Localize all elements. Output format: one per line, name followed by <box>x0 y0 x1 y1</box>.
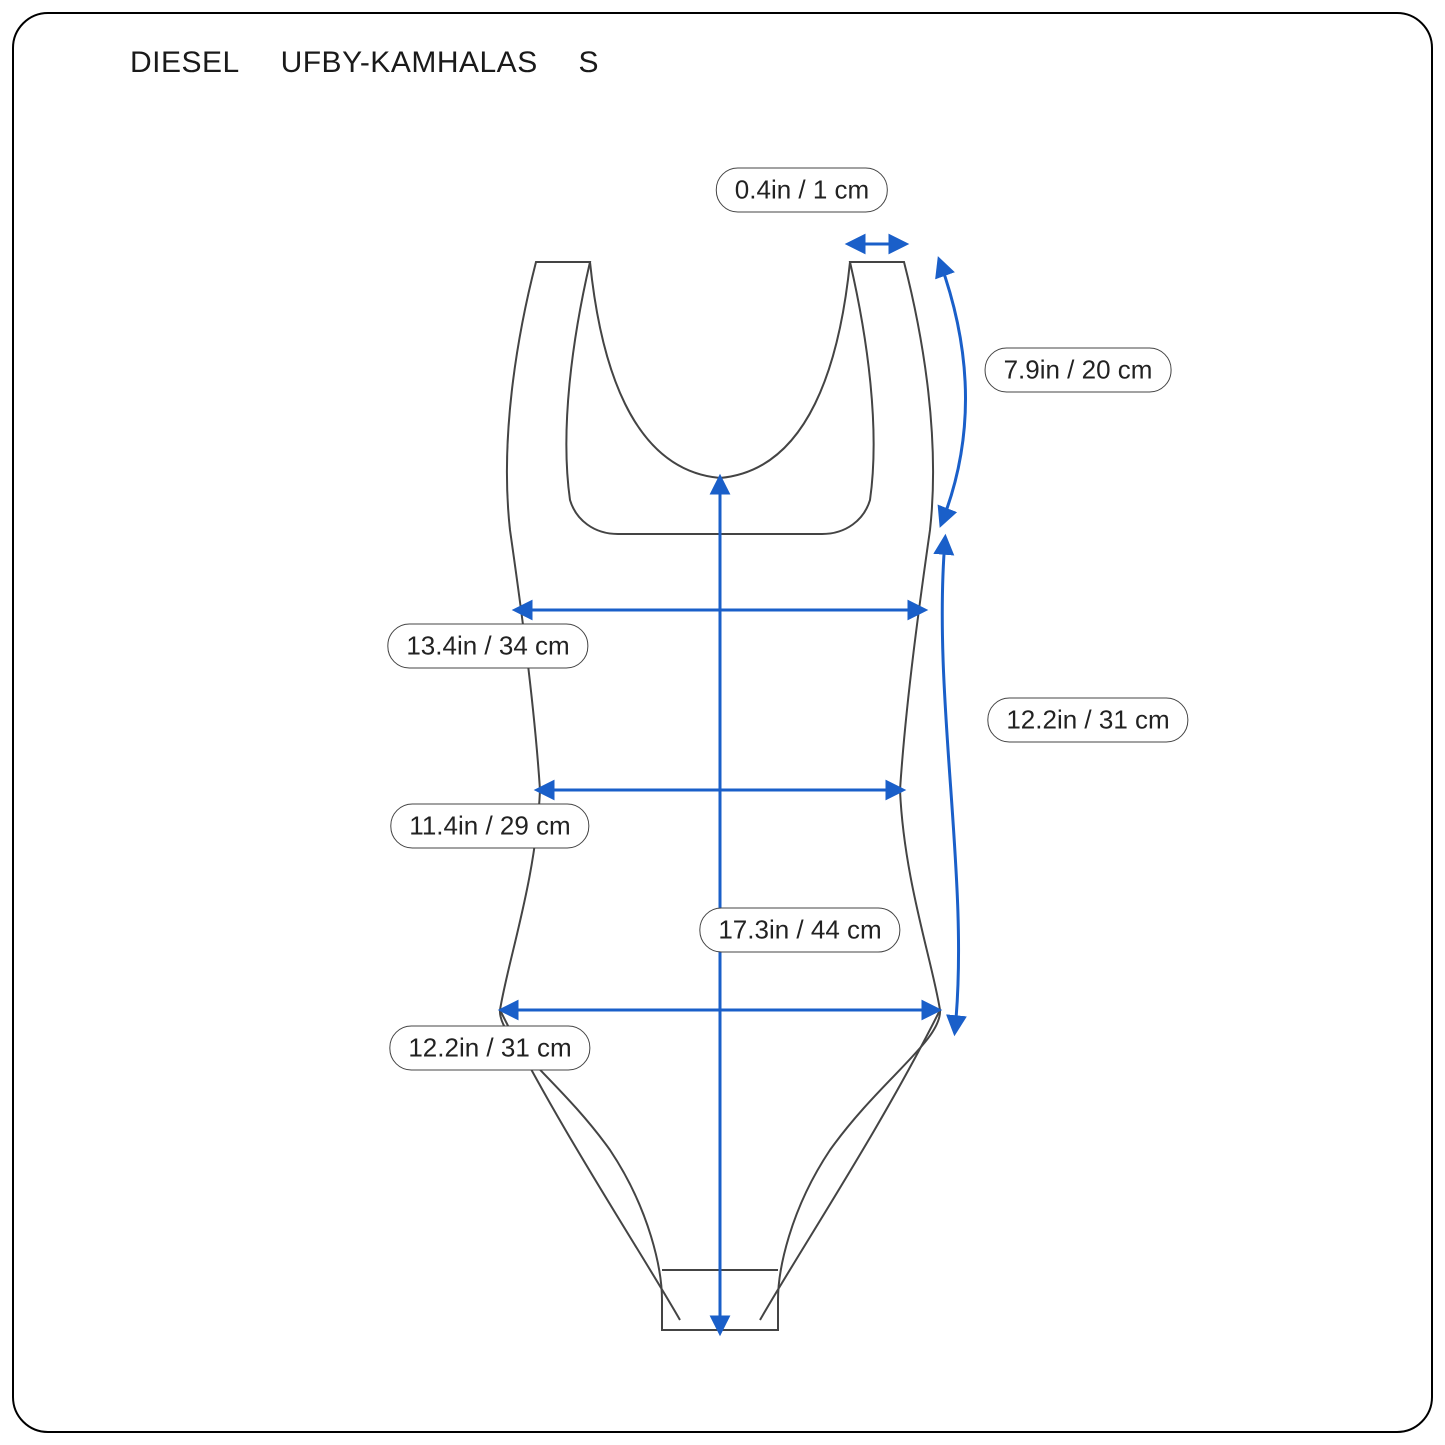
label-strap-width: 0.4in / 1 cm <box>716 168 888 213</box>
label-strap-length: 7.9in / 20 cm <box>985 348 1172 393</box>
label-waist: 11.4in / 29 cm <box>390 804 589 849</box>
side-length-arrow <box>942 540 958 1030</box>
label-chest: 13.4in / 34 cm <box>387 624 588 669</box>
strap-length-arrow <box>940 262 966 522</box>
label-vertical: 17.3in / 44 cm <box>699 908 900 953</box>
label-side-length: 12.2in / 31 cm <box>987 698 1188 743</box>
diagram-canvas <box>0 0 1445 1445</box>
label-hip: 12.2in / 31 cm <box>389 1026 590 1071</box>
measurement-arrows <box>504 244 966 1330</box>
